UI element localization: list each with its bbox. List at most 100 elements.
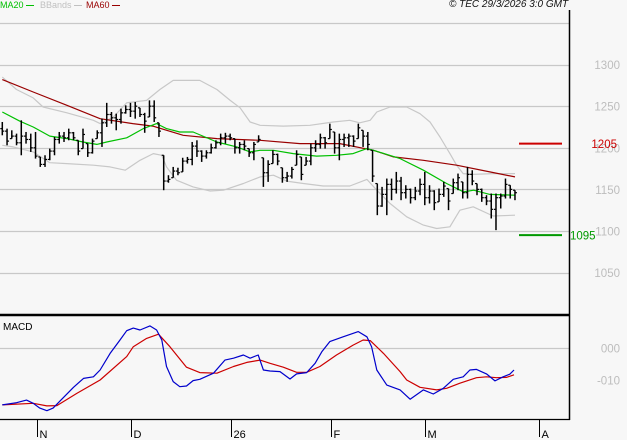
ohlc-bar [185,156,190,164]
ohlc-bar [479,188,484,202]
ohlc-bar [209,143,214,154]
ohlc-bar [90,138,95,154]
ohlc-bar [190,141,195,166]
ohlc-bar [299,156,304,181]
ohlc-bar [289,166,294,179]
ohlc-bar [493,193,498,231]
signal-line [2,333,515,407]
ohlc-bar [204,150,209,159]
ohlc-bar [52,136,57,156]
ohlc-bar [147,100,152,118]
legend-item-ma60: MA60 [86,0,120,10]
ohlc-bar [294,150,299,166]
ohlc-bar [413,186,418,201]
y-axis-label: 1300 [594,60,620,72]
ohlc-bar [427,185,432,204]
ohlc-bar [308,143,313,166]
ohlc-bar [80,128,85,150]
ohlc-bar [95,130,100,140]
ohlc-bar [266,160,271,182]
ohlc-bar [71,131,76,141]
ohlc-bar [460,181,465,199]
ohlc-bar [223,132,228,144]
ohlc-bar [28,133,33,152]
ohlc-bar [408,188,413,204]
ohlc-bar [256,135,261,143]
ohlc-bar [194,140,199,157]
ohlc-bar [484,195,489,206]
ohlc-bar [356,123,361,140]
ohlc-bar [432,190,437,211]
ohlc-bar [62,131,67,142]
ohlc-bar [437,188,442,203]
ohlc-bar [489,193,494,219]
ohlc-bar [280,167,285,183]
x-axis-label: 26 [234,429,246,440]
ohlc-bar [104,102,109,127]
ohlc-bar [171,166,176,179]
ohlc-bar [465,166,470,199]
legend-line-ma20-icon [25,4,34,6]
legend-line-bbands-icon [73,4,82,6]
y-axis-label: 1200 [594,143,620,155]
ohlc-bar [422,171,427,206]
ohlc-bar [152,100,157,122]
ohlc-bar [456,173,461,191]
ohlc-bar [342,133,347,147]
ohlc-bar [337,133,342,161]
ohlc-bar [470,170,475,186]
legend-label-bbands: BBands [40,0,72,10]
ohlc-bar [218,133,223,146]
ohlc-bar [76,139,81,156]
y-axis-label: 1050 [594,268,620,280]
ohlc-bar [512,189,517,201]
price-level-label: 1095 [570,231,596,243]
x-axis-label: N [40,429,48,440]
ohlc-bar [128,102,133,117]
ohlc-bar [19,120,24,156]
ohlc-bar [475,182,479,196]
ohlc-bar [109,111,114,124]
ohlc-bar [389,178,394,201]
ohlc-bar [199,150,204,162]
ohlc-bar [451,178,456,195]
ohlc-bar [375,182,380,216]
ohlc-bar [175,167,180,176]
ohlc-bar [114,113,119,131]
ohlc-bar [118,108,123,124]
ohlc-bar [247,148,252,157]
ohlc-bar [213,140,218,149]
ohlc-bar [24,131,29,144]
ohlc-bar [380,186,385,207]
ohlc-bar [5,128,10,146]
ohlc-bar [384,178,389,216]
ohlc-bar [446,187,451,211]
x-axis-label: A [542,429,550,440]
ohlc-bar [441,181,446,197]
ohlc-bar [123,105,128,114]
x-axis-label: D [134,429,142,440]
ohlc-bar [85,143,90,157]
ohlc-bar [261,157,266,187]
ohlc-bar [166,175,171,183]
ohlc-bar [14,133,19,146]
price-panel: 1300 1250 1200 1150 1100 1050 1205 1095 [0,22,620,280]
ohlc-bar [133,102,138,119]
y-axis-label: 1150 [595,185,620,197]
bbands-upper-line [1,76,515,175]
y-axis-label: -010 [597,375,620,387]
macd-line [2,325,515,412]
bbands-lower-line [2,144,516,230]
macd-panel-title: MACD [3,322,33,333]
legend-label-ma60: MA60 [86,0,110,10]
ohlc-bar [156,122,161,137]
ohlc-bar [237,141,242,154]
ohlc-bar [38,156,43,167]
ohlc-bar [327,123,332,140]
ohlc-bar [508,184,513,199]
ohlc-bar [242,140,247,151]
y-axis-label: 1100 [595,226,620,238]
ohlc-bar [66,128,71,141]
ohlc-bar [9,130,14,140]
